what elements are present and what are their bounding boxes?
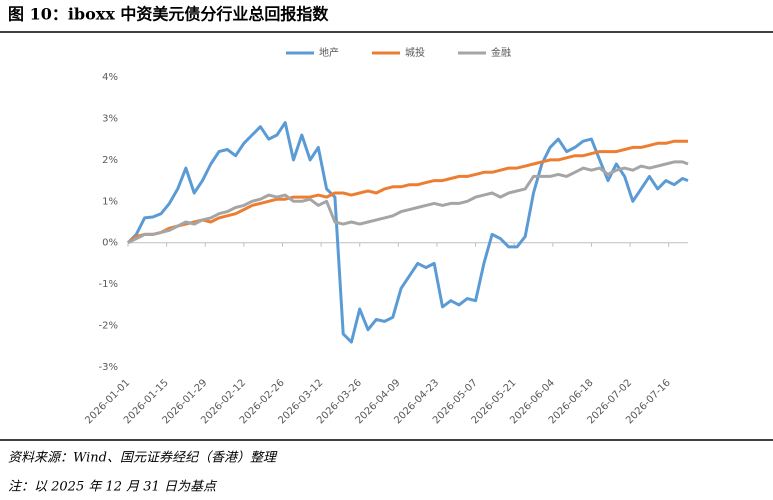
series-line <box>127 160 689 245</box>
y-tick-label: -3% <box>99 362 118 373</box>
y-tick-label: 4% <box>102 72 118 83</box>
y-tick-label: -2% <box>99 321 118 332</box>
legend-label: 地产 <box>319 46 339 59</box>
base-note: 注：以 2025 年 12 月 31 日为基点 <box>8 480 218 495</box>
source-note: 资料来源：Wind、国元证券经纪（香港）整理 <box>8 450 278 466</box>
y-tick-label: 1% <box>102 196 118 207</box>
legend-label: 城投 <box>405 46 425 59</box>
series-line <box>126 121 689 344</box>
y-tick-label: 2% <box>102 155 118 166</box>
y-tick-label: 3% <box>102 113 118 124</box>
y-tick-label: -1% <box>99 279 118 290</box>
y-tick-label: 0% <box>102 238 118 249</box>
series-line <box>127 139 688 244</box>
chart-title: 图 10：iboxx 中资美元债分行业总回报指数 <box>8 5 329 24</box>
legend-label: 金融 <box>491 46 511 59</box>
